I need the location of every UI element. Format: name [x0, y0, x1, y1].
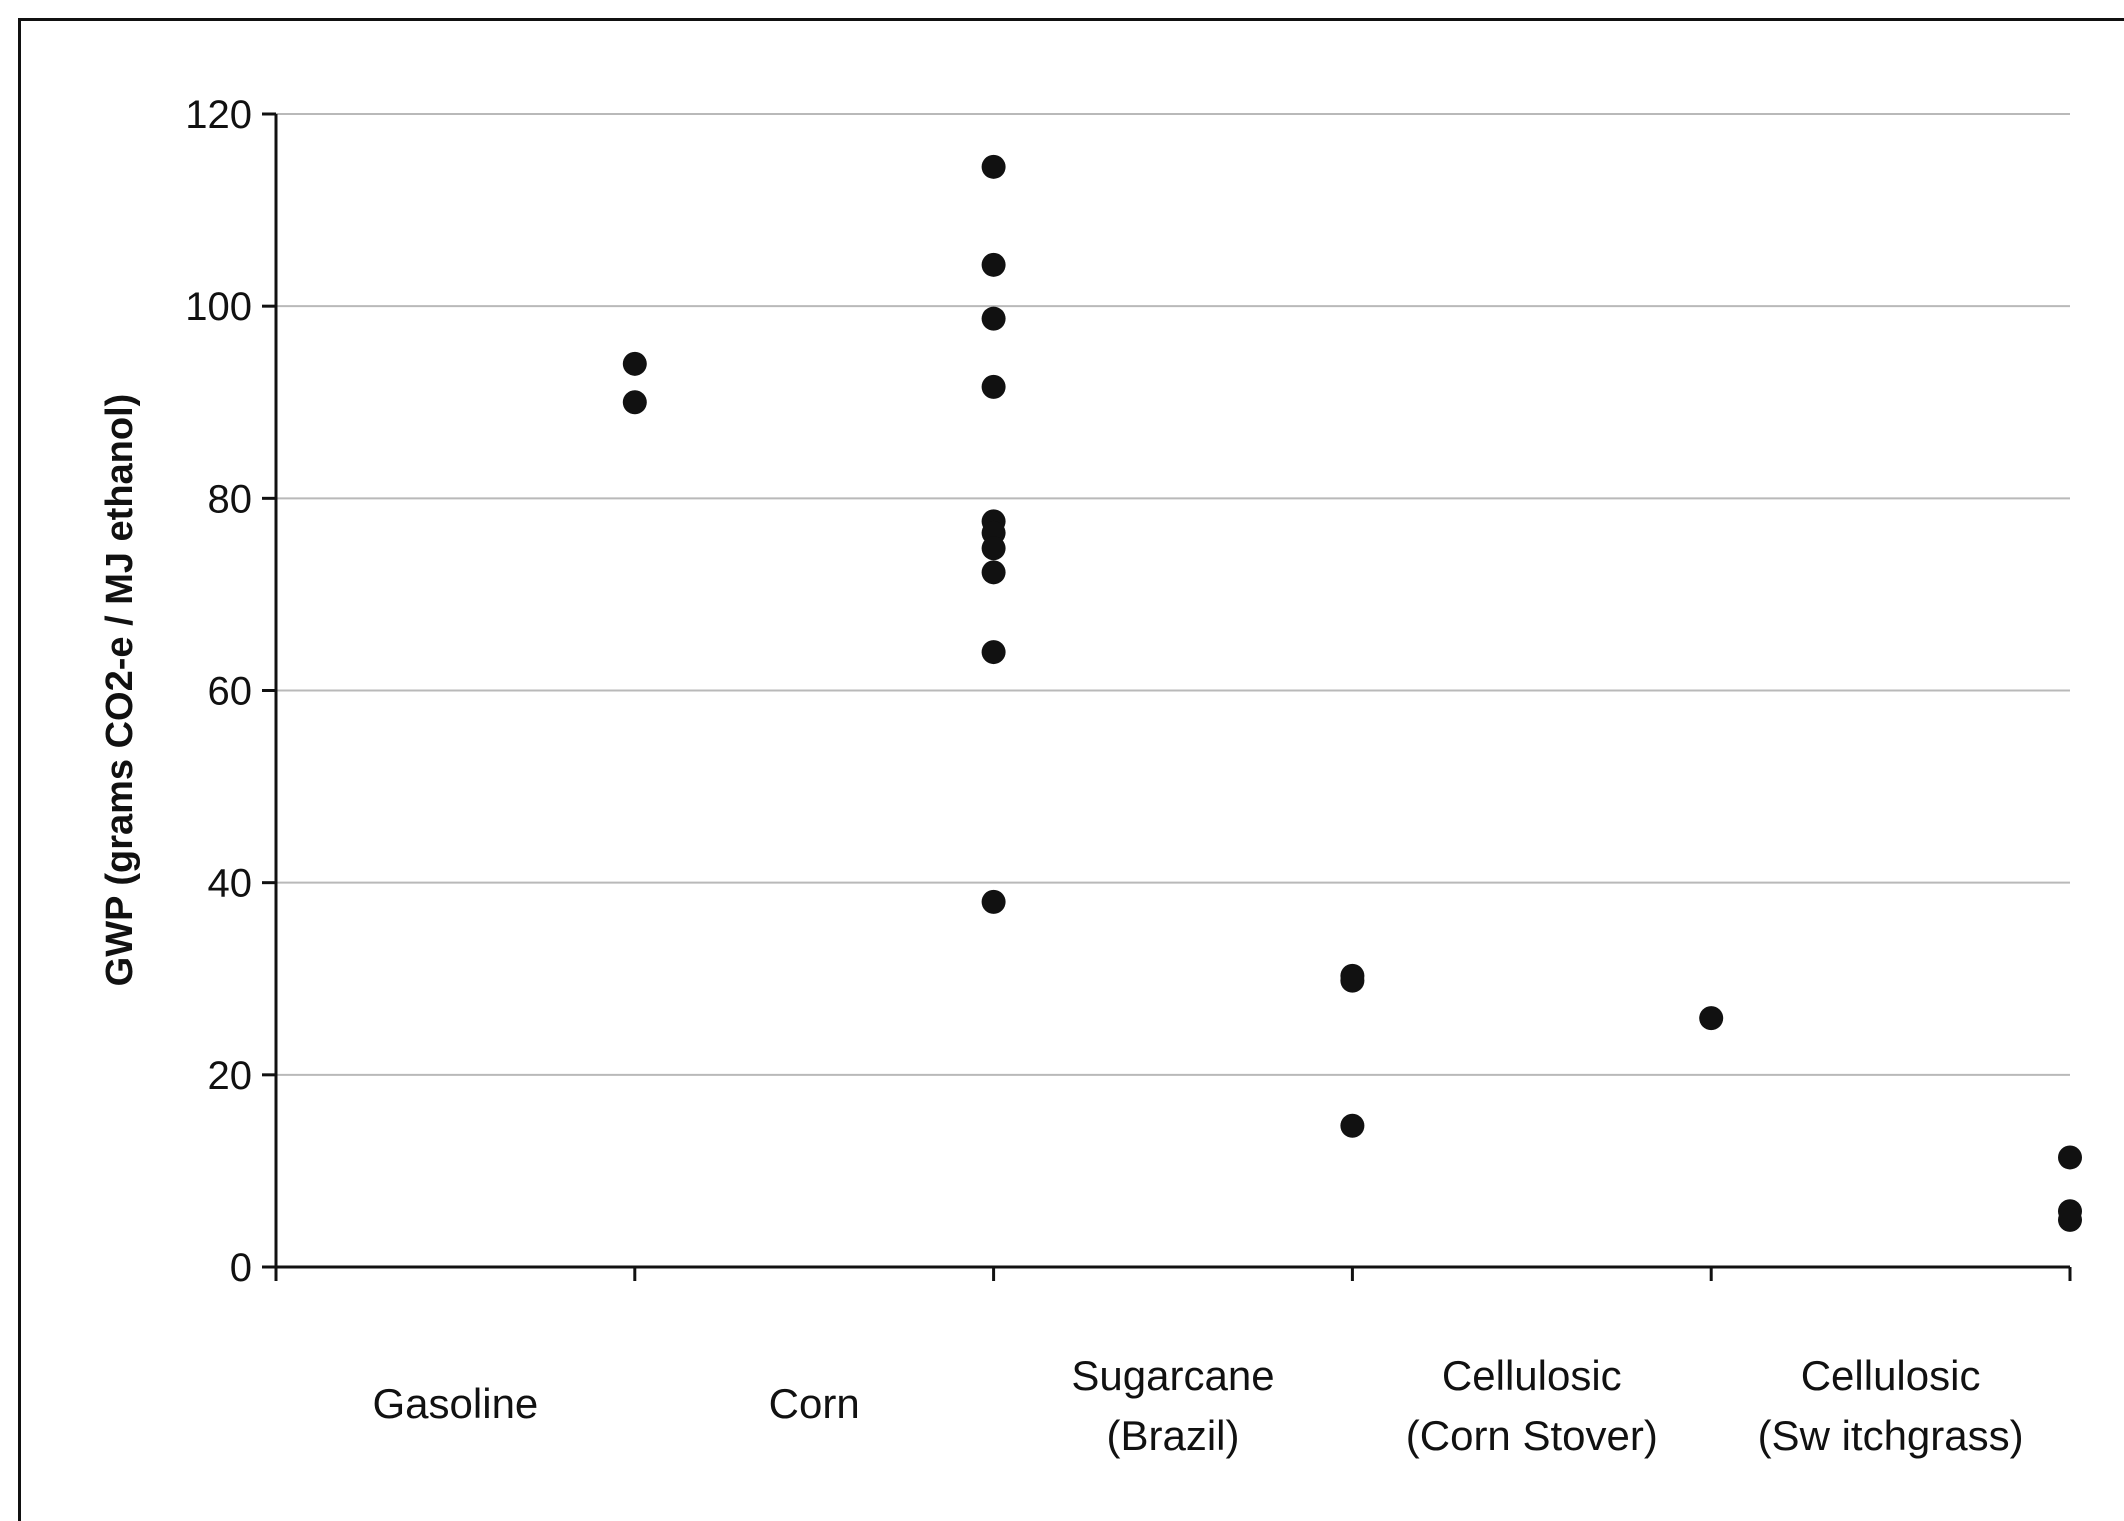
data-point [981, 536, 1006, 561]
category-label-line: Corn [769, 1380, 860, 1427]
data-point [981, 374, 1006, 399]
data-points [622, 154, 2082, 1232]
category-label: Sugarcane (Brazil) [1071, 1352, 1274, 1459]
category-label: Cellulosic (Sw itchgrass) [1758, 1352, 2024, 1459]
category-label-line: Cellulosic [1442, 1352, 1622, 1399]
y-tick-label: 100 [185, 285, 252, 329]
y-tick-label: 20 [208, 1054, 253, 1098]
data-point [2058, 1207, 2082, 1232]
axes [262, 112, 2072, 1281]
y-tick-label: 60 [208, 670, 253, 714]
category-label: Cellulosic (Corn Stover) [1406, 1352, 1658, 1459]
y-tick-label: 0 [230, 1246, 252, 1290]
data-point [981, 560, 1006, 585]
y-tick-labels: 0 20 40 60 80 100 120 [185, 93, 252, 1290]
data-point [981, 889, 1006, 914]
category-label-line: (Corn Stover) [1406, 1412, 1658, 1459]
category-label: Corn [769, 1380, 860, 1427]
y-axis-title: GWP (grams CO2-e / MJ ethanol) [99, 394, 141, 987]
grid-lines [276, 113, 2070, 1076]
category-label-line: Sugarcane [1071, 1352, 1274, 1399]
data-point [981, 154, 1006, 179]
category-label-line: (Sw itchgrass) [1758, 1412, 2024, 1459]
data-point [981, 306, 1006, 331]
category-labels: Gasoline Corn Sugarcane (Brazil) Cellulosic (… [373, 1352, 2024, 1459]
data-point [981, 640, 1006, 665]
data-point [622, 390, 647, 415]
data-point [1340, 968, 1365, 993]
data-point [1699, 1006, 1724, 1031]
category-label-line: Cellulosic [1801, 1352, 1981, 1399]
y-tick-label: 80 [208, 477, 253, 521]
data-point [981, 252, 1006, 277]
data-point [622, 351, 647, 376]
data-point [2058, 1145, 2082, 1170]
category-label: Gasoline [373, 1380, 539, 1427]
data-point [1340, 1113, 1365, 1138]
category-label-line: Gasoline [373, 1380, 539, 1427]
category-label-line: (Brazil) [1107, 1412, 1240, 1459]
y-tick-label: 120 [185, 93, 252, 137]
chart-frame [18, 18, 2124, 1521]
y-tick-label: 40 [208, 862, 253, 906]
